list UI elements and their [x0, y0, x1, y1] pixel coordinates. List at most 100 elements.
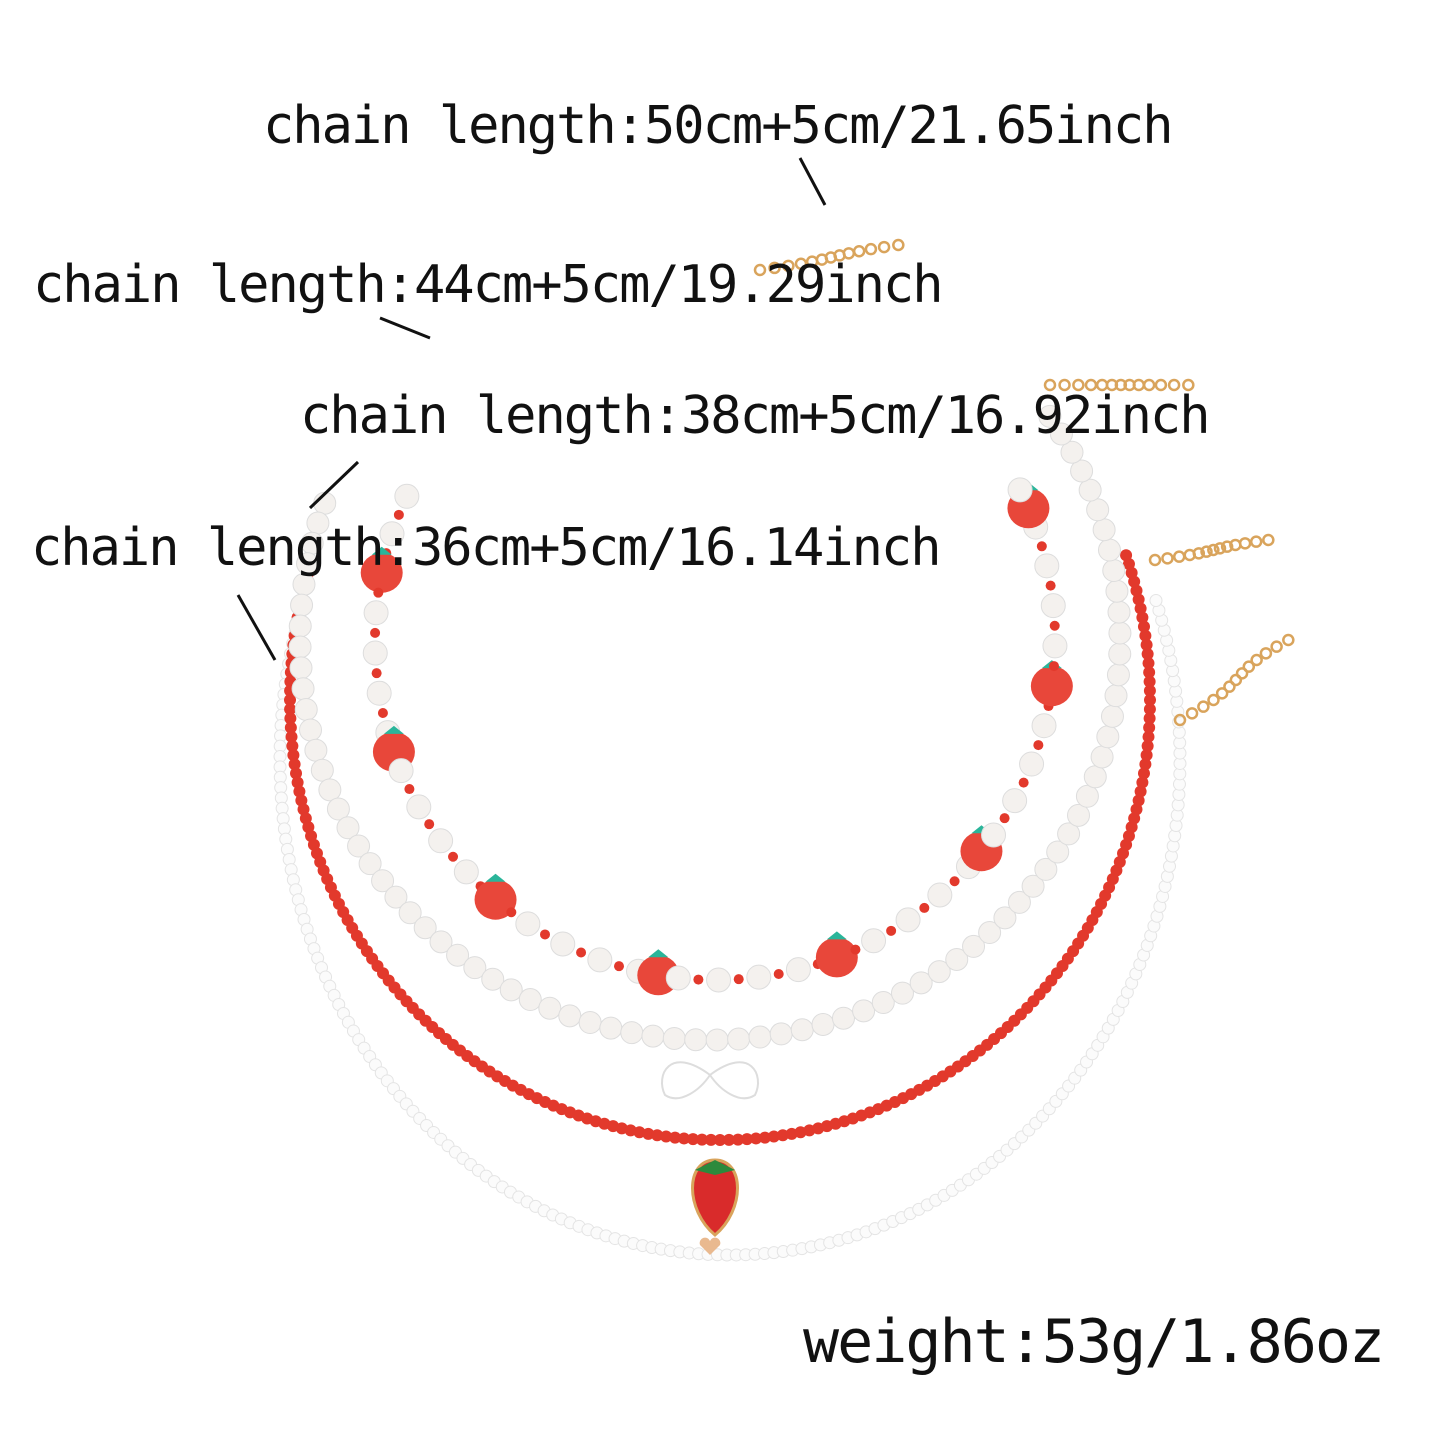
gold-extender-chain	[1223, 680, 1236, 693]
red-seed-bead	[642, 1127, 655, 1140]
red-seed-bead	[1143, 684, 1156, 697]
pearl-bead	[289, 656, 313, 680]
chain-length-44-label: chain length:44cm+5cm/19.29inch	[33, 255, 944, 315]
red-bead	[448, 851, 459, 862]
gold-extender-chain	[852, 245, 866, 258]
pearl-bead	[665, 965, 691, 991]
red-seed-bead	[287, 749, 300, 762]
bow-pendant	[661, 1061, 759, 1100]
weight-label: weight:53g/1.86oz	[803, 1307, 1385, 1377]
strawberry-bead-leaf	[826, 931, 847, 940]
gold-extender-chain	[1058, 378, 1071, 392]
red-bead	[1018, 777, 1029, 788]
pearl-bead	[831, 1006, 855, 1030]
red-seed-bead	[669, 1131, 682, 1144]
gold-extender-chain	[892, 238, 905, 252]
pearl-bead	[746, 964, 772, 990]
red-seed-bead	[695, 1133, 708, 1146]
pearl-bead	[429, 930, 453, 954]
red-seed-bead	[285, 730, 298, 743]
pearl-bead	[578, 1011, 602, 1035]
red-bead	[919, 902, 930, 913]
pearl-bead	[727, 1027, 751, 1051]
pearl-bead	[748, 1025, 772, 1049]
red-bead	[1048, 661, 1059, 672]
pearl-bead	[518, 988, 542, 1012]
pearl-bead	[1105, 579, 1129, 603]
pearl-bead	[785, 957, 811, 983]
red-seed-bead	[1132, 593, 1145, 606]
gold-extender-chain	[1114, 378, 1128, 392]
pearl-bead	[705, 1028, 729, 1052]
pearl-bead	[769, 1022, 793, 1046]
pearl-bead	[362, 640, 388, 666]
pearl-bead	[499, 978, 523, 1002]
red-bead	[540, 929, 550, 940]
gold-extender-chain	[1197, 700, 1210, 713]
red-seed-bead	[1141, 648, 1154, 661]
pearl-bead	[1046, 840, 1070, 864]
pearl-bead	[363, 600, 389, 626]
pearl-bead	[927, 882, 953, 908]
pearl-bead	[371, 869, 395, 893]
red-seed-bead	[1141, 739, 1154, 752]
red-bead	[693, 974, 704, 985]
red-bead	[949, 876, 960, 887]
pearl-bead	[1096, 725, 1120, 749]
red-seed-bead	[1137, 767, 1150, 780]
red-seed-bead	[1130, 803, 1143, 816]
red-seed-bead	[1142, 730, 1155, 743]
gold-extender-chain	[864, 242, 878, 256]
pearl-bead	[1031, 713, 1057, 739]
gold-extender-chain	[1185, 707, 1199, 720]
chain-length-50-label: chain length:50cm+5cm/21.65inch	[263, 96, 1174, 156]
red-seed-bead	[1143, 675, 1156, 688]
strawberry-bead-leaf	[648, 949, 669, 958]
pearl-bead	[1049, 422, 1073, 446]
pearl-bead	[1067, 803, 1091, 827]
pearl-bead	[662, 1026, 686, 1050]
red-seed-bead	[633, 1126, 646, 1139]
pearl-bead	[1019, 751, 1045, 777]
pearl-bead	[550, 931, 576, 957]
red-bead	[999, 813, 1010, 824]
strawberry-pendant	[691, 1158, 739, 1237]
gold-extender-chain	[877, 240, 891, 254]
pearl-bead	[1007, 890, 1031, 914]
gold-extender-chain	[1182, 378, 1195, 392]
red-seed-bead	[732, 1133, 745, 1146]
pearl-bead	[1040, 593, 1066, 619]
leader-line	[379, 316, 431, 340]
red-seed-bead	[767, 1130, 780, 1143]
pearl-bead	[310, 758, 334, 782]
red-seed-bead	[286, 739, 299, 752]
gold-extender-chain	[1229, 673, 1243, 687]
pearl-bead	[299, 718, 323, 742]
red-seed-bead	[1142, 657, 1155, 670]
pearl-bead	[1083, 765, 1107, 789]
pearl-bead	[895, 907, 921, 933]
pearl-bead	[394, 483, 420, 509]
pearl-bead	[304, 738, 328, 762]
pearl-bead	[318, 778, 342, 802]
chain-length-36-label: chain length:36cm+5cm/16.14inch	[31, 518, 942, 578]
red-seed-bead	[776, 1129, 789, 1142]
pearl-bead	[288, 614, 312, 638]
pearl-bead	[1038, 404, 1062, 428]
pearl-bead	[599, 1016, 623, 1040]
gold-extender-chain	[1249, 535, 1263, 548]
red-seed-bead	[1134, 602, 1147, 615]
red-seed-bead	[1140, 749, 1153, 762]
pearl-bead	[1104, 684, 1128, 708]
red-bead	[371, 668, 382, 679]
gold-extender-chain	[1259, 647, 1273, 660]
gold-extender-chain	[1200, 545, 1213, 558]
red-seed-bead	[284, 712, 297, 725]
leader-line	[798, 157, 827, 206]
pearl-bead	[706, 967, 732, 993]
pearl-bead	[1107, 600, 1131, 624]
strawberry-bead	[360, 552, 403, 593]
chain-length-38-label: chain length:38cm+5cm/16.92inch	[300, 386, 1211, 446]
red-seed-bead	[1134, 785, 1147, 798]
gold-extender-chain	[1242, 660, 1256, 673]
